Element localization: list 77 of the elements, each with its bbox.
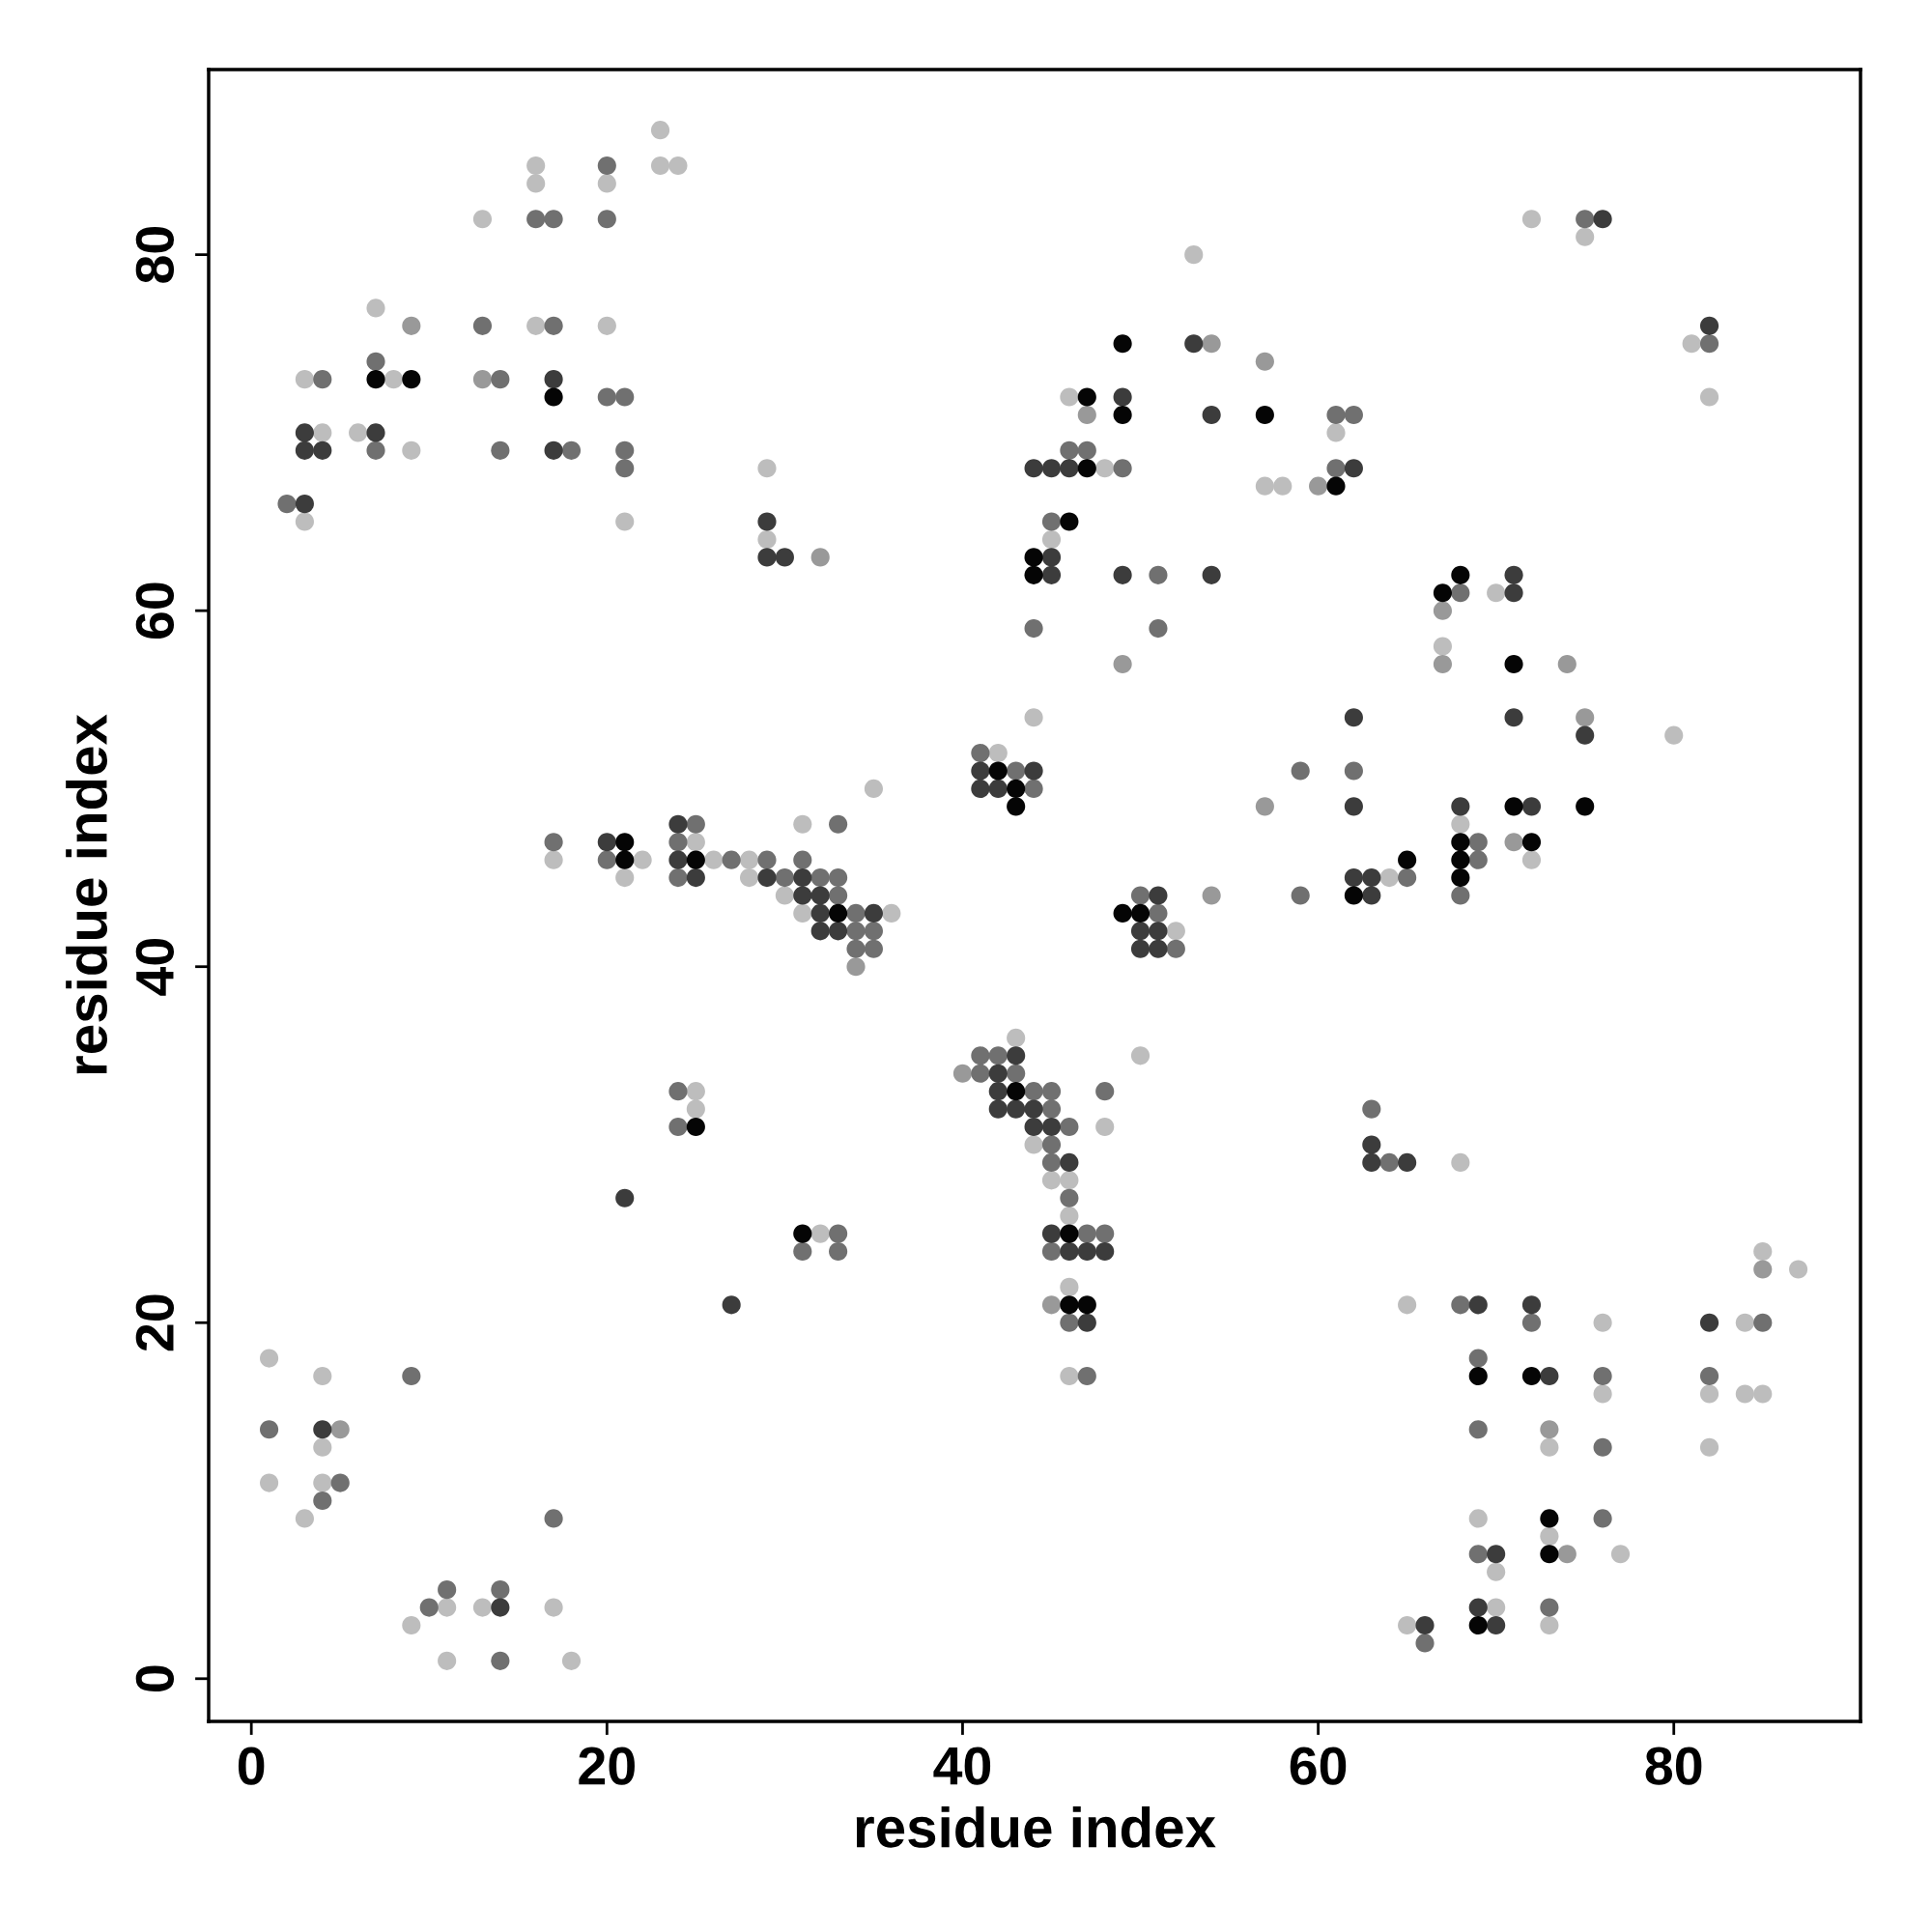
point — [402, 316, 421, 335]
point — [1077, 405, 1096, 425]
y-tick-label: 80 — [135, 227, 175, 283]
point — [1007, 797, 1026, 816]
y-tick-label: 40 — [135, 939, 175, 996]
x-tick-label: 20 — [579, 1747, 635, 1785]
point — [402, 370, 421, 389]
point — [1540, 1545, 1559, 1564]
point — [615, 833, 635, 852]
point — [1540, 1420, 1559, 1439]
point — [1451, 850, 1470, 869]
point — [1557, 654, 1577, 674]
x-axis-title: residue index — [856, 1805, 1216, 1848]
point — [1433, 583, 1453, 603]
point — [1576, 708, 1595, 727]
point — [793, 1224, 812, 1243]
y-tick-label: 60 — [135, 582, 175, 639]
point — [1398, 850, 1417, 869]
point — [1202, 334, 1221, 354]
point — [810, 548, 830, 567]
point — [1007, 1082, 1026, 1101]
point — [615, 850, 635, 869]
point — [1007, 779, 1026, 799]
point — [1077, 1295, 1096, 1315]
point — [1113, 334, 1132, 354]
point — [1041, 1295, 1062, 1315]
x-tick-label: 0 — [238, 1747, 265, 1785]
point — [1451, 565, 1470, 584]
point — [1433, 601, 1453, 620]
point — [686, 850, 705, 869]
point — [472, 370, 493, 389]
point — [1255, 405, 1274, 425]
point — [1326, 476, 1346, 496]
point — [1504, 797, 1523, 816]
point — [1521, 1366, 1542, 1386]
point — [1060, 1295, 1079, 1315]
point — [846, 957, 866, 977]
point — [1504, 654, 1523, 674]
point — [1024, 565, 1043, 584]
point — [1504, 833, 1523, 852]
point — [1309, 476, 1328, 496]
point — [366, 370, 385, 389]
point — [1255, 352, 1274, 371]
point — [1557, 1545, 1577, 1564]
x-tick-label: 40 — [933, 1747, 991, 1785]
point — [1468, 1615, 1488, 1635]
point — [1255, 797, 1274, 816]
point — [1077, 387, 1096, 407]
point — [952, 1064, 973, 1083]
point — [1451, 868, 1470, 888]
point — [1451, 833, 1470, 852]
point — [1024, 548, 1043, 567]
point — [829, 903, 848, 923]
y-axis-title: residue index — [66, 714, 108, 1074]
point — [1433, 654, 1453, 674]
point — [1468, 1366, 1488, 1386]
y-tick-label: 0 — [135, 1665, 175, 1692]
point — [1540, 1509, 1559, 1528]
point — [1060, 1224, 1079, 1243]
point — [686, 1117, 705, 1137]
point — [1113, 405, 1132, 425]
point — [1113, 654, 1132, 674]
point — [1202, 886, 1221, 905]
point — [1077, 459, 1096, 478]
y-tick-label: 20 — [135, 1294, 175, 1351]
point — [1113, 903, 1132, 923]
point — [544, 387, 563, 407]
x-tick-label: 80 — [1645, 1747, 1702, 1785]
point — [1344, 886, 1363, 905]
point — [1060, 512, 1079, 531]
point — [1576, 797, 1595, 816]
point — [330, 1420, 350, 1439]
point — [1753, 1260, 1773, 1279]
point — [1521, 833, 1542, 852]
point — [988, 761, 1008, 781]
x-tick-label: 60 — [1290, 1747, 1347, 1785]
point — [1130, 903, 1151, 923]
